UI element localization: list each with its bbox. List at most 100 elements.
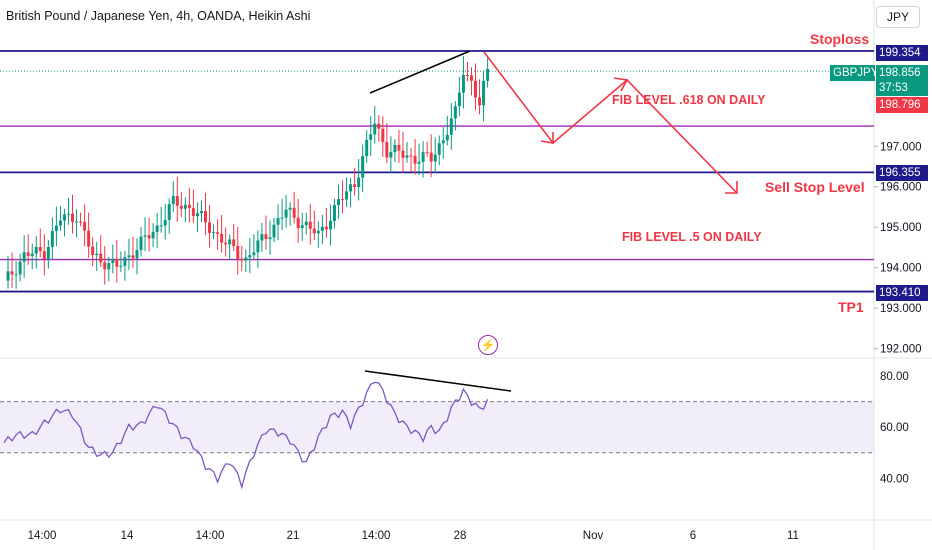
candle-body [256, 240, 260, 253]
candle-body [87, 230, 91, 247]
candle-body [83, 222, 87, 231]
currency-button[interactable]: JPY [876, 6, 920, 28]
time-tick-label: 14:00 [196, 530, 225, 542]
price-trend-line [369, 50, 471, 94]
candle-body [208, 222, 212, 233]
candle-body [204, 211, 207, 223]
candle-body [191, 208, 195, 217]
candle-body [304, 221, 308, 226]
rsi-tick-label: 40.00 [880, 473, 909, 485]
candle-body [421, 152, 425, 162]
candle-body [127, 255, 131, 258]
candle-body [276, 218, 280, 225]
candle-body [272, 224, 276, 238]
candle-body [316, 230, 320, 234]
candle-body [95, 253, 99, 256]
rsi-band [0, 401, 874, 453]
sell-stop-price-tag: 196.355 [876, 165, 928, 181]
candle-body [252, 252, 256, 256]
candle-body [220, 233, 224, 243]
candle-body [280, 217, 284, 219]
arrowhead-up [613, 77, 629, 92]
candle-body [369, 134, 373, 140]
candle-body [26, 252, 30, 257]
candle-body [373, 123, 377, 135]
candle-body [119, 265, 123, 267]
bid-price-tag: 198.796 [876, 97, 928, 113]
price-tick-label: 192.000 [880, 344, 922, 356]
candle-body [199, 211, 203, 214]
candle-body [30, 253, 34, 257]
price-tick-label: 193.000 [880, 303, 922, 315]
candle-body [449, 118, 453, 135]
candle-body [248, 255, 252, 258]
candle-body [264, 234, 268, 240]
tp1-price-tag: 193.410 [876, 285, 928, 301]
candle-body [401, 150, 405, 158]
candle-body [324, 226, 328, 230]
price-tick-label: 197.000 [880, 141, 922, 153]
lightning-icon[interactable]: ⚡ [478, 335, 498, 355]
candle-body [445, 134, 449, 141]
candle-body [62, 214, 66, 221]
rsi-tick-label: 80.00 [880, 371, 909, 383]
price-tick-label: 195.000 [880, 222, 922, 234]
candle-body [135, 250, 139, 259]
candle-body [75, 221, 79, 223]
candle-body [377, 123, 381, 129]
stoploss-label: Stoploss [810, 31, 870, 47]
candle-body [232, 239, 236, 246]
candle-body [300, 225, 304, 229]
current-price-tag: 198.856 [876, 65, 928, 81]
fib-5-label: FIB LEVEL .5 ON DAILY [622, 230, 762, 244]
candle-body [103, 262, 107, 270]
time-tick-label: 6 [690, 530, 696, 542]
candle-body [478, 97, 482, 106]
candle-body [457, 92, 461, 107]
candle-body [320, 226, 324, 231]
time-tick-label: 14:00 [362, 530, 391, 542]
candle-body [413, 155, 417, 164]
candle-body [123, 257, 127, 266]
time-tick-label: 28 [454, 530, 467, 542]
candle-body [147, 235, 151, 239]
candle-body [292, 207, 296, 218]
candle-body [115, 258, 119, 267]
candle-body [38, 246, 42, 252]
candle-body [10, 271, 14, 275]
candle-body [353, 184, 357, 188]
candle-body [167, 204, 171, 220]
candle-body [474, 80, 478, 98]
candle-body [482, 80, 486, 106]
candle-body [393, 144, 397, 153]
candle-body [236, 245, 240, 259]
candle-body [46, 246, 50, 260]
candle-body [14, 274, 18, 276]
candle-body [268, 237, 272, 240]
candle-body [111, 258, 115, 264]
candle-body [244, 257, 248, 261]
candle-body [341, 199, 345, 201]
candle-body [433, 154, 437, 162]
candle-body [345, 191, 349, 200]
candle-body [425, 152, 429, 154]
candle-body [228, 239, 232, 245]
candle-body [437, 143, 441, 155]
candle-body [441, 140, 445, 144]
candle-body [18, 261, 22, 275]
time-tick-label: 11 [787, 530, 799, 542]
candle-body [99, 253, 103, 263]
time-tick-label: 21 [287, 530, 300, 542]
candle-body [66, 213, 70, 215]
price-tick-label: 196.000 [880, 182, 922, 194]
rsi-tick-label: 60.00 [880, 422, 909, 434]
candle-body [71, 213, 75, 222]
candle-body [385, 142, 389, 158]
candle-body [486, 68, 490, 81]
candle-body [143, 235, 147, 237]
candle-body [224, 242, 228, 245]
time-tick-label: 14:00 [28, 530, 57, 542]
candle-body [296, 217, 300, 229]
price-tick-label: 194.000 [880, 263, 922, 275]
